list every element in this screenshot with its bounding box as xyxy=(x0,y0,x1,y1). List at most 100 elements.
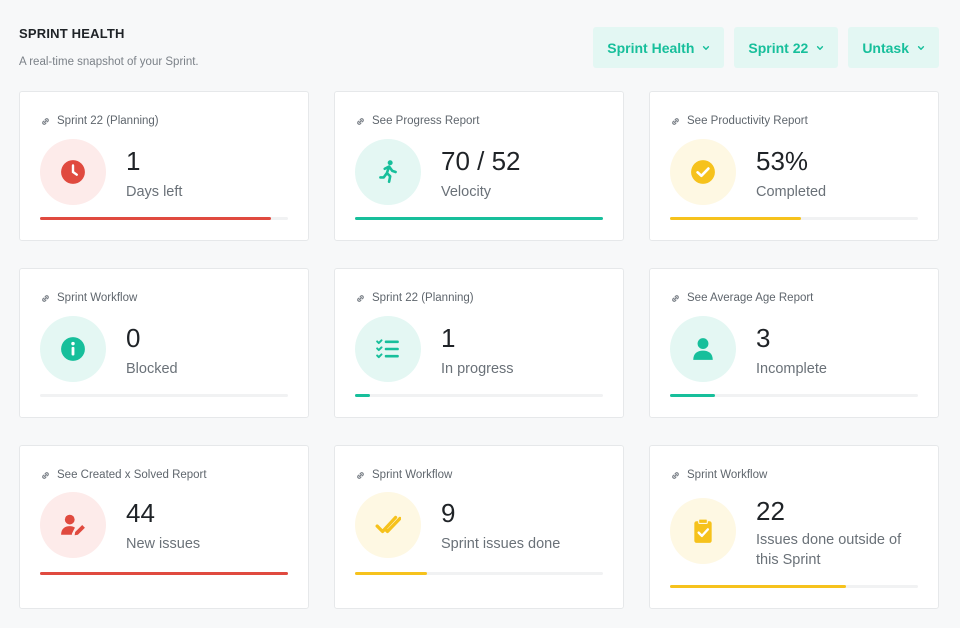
card-link[interactable]: Sprint Workflow xyxy=(355,469,452,481)
chevron-down-icon xyxy=(817,45,824,50)
check-circle-icon xyxy=(691,160,715,184)
card-link[interactable]: See Productivity Report xyxy=(670,115,808,127)
metric-card-velocity: See Progress Report 70 / 52 Velocity xyxy=(334,91,624,241)
card-link-label: Sprint Workflow xyxy=(372,469,453,481)
link-icon xyxy=(42,294,49,302)
progress-bar xyxy=(40,394,288,397)
page-title: SPRINT HEALTH xyxy=(19,26,125,41)
metric-value: 44 xyxy=(126,498,155,528)
progress-bar xyxy=(355,572,603,575)
card-link[interactable]: Sprint Workflow xyxy=(40,292,137,304)
card-link[interactable]: Sprint 22 (Planning) xyxy=(355,292,474,304)
card-link[interactable]: See Average Age Report xyxy=(670,292,813,304)
dashboard-dropdown-label: Sprint Health xyxy=(607,39,695,56)
link-icon xyxy=(357,294,364,302)
metric-label: Velocity xyxy=(441,184,491,200)
progress-bar xyxy=(355,394,603,397)
task-dropdown[interactable]: Untask xyxy=(848,27,939,68)
check-circle-icon-badge xyxy=(670,139,736,205)
link-icon xyxy=(672,294,679,302)
metric-card-blocked: Sprint Workflow 0 Blocked xyxy=(19,268,309,418)
clipboard-check-icon xyxy=(694,518,712,543)
card-link[interactable]: See Progress Report xyxy=(355,115,479,127)
clock-icon xyxy=(61,160,85,184)
page-subtitle: A real-time snapshot of your Sprint. xyxy=(19,56,199,68)
metric-label: In progress xyxy=(441,361,514,377)
card-link-label: Sprint Workflow xyxy=(687,469,768,481)
progress-fill xyxy=(355,217,603,220)
running-icon-badge xyxy=(355,139,421,205)
link-icon xyxy=(42,471,49,479)
clock-icon-badge xyxy=(40,139,106,205)
link-icon xyxy=(42,117,49,125)
card-link-label: Sprint 22 (Planning) xyxy=(372,292,474,304)
info-icon-badge xyxy=(40,316,106,382)
card-link-label: See Productivity Report xyxy=(687,115,808,127)
metric-card-in-progress: Sprint 22 (Planning) 1 In progress xyxy=(334,268,624,418)
metric-card-new-issues: See Created x Solved Report 44 New issue… xyxy=(19,445,309,609)
sprint-dropdown[interactable]: Sprint 22 xyxy=(734,27,839,68)
running-icon xyxy=(379,160,397,184)
progress-bar xyxy=(670,585,918,588)
progress-fill xyxy=(40,217,271,220)
link-icon xyxy=(672,117,679,125)
card-link[interactable]: Sprint 22 (Planning) xyxy=(40,115,159,127)
metric-card-issues-outside-sprint: Sprint Workflow 22 Issues done outside o… xyxy=(649,445,939,609)
clipboard-check-icon-badge xyxy=(670,498,736,564)
list-check-icon xyxy=(376,339,399,359)
metric-card-sprint-issues-done: Sprint Workflow 9 Sprint issues done xyxy=(334,445,624,609)
metric-label: Blocked xyxy=(126,361,178,377)
metrics-grid: Sprint 22 (Planning) 1 Days left See Pro… xyxy=(19,91,940,609)
task-dropdown-label: Untask xyxy=(862,39,909,56)
progress-bar xyxy=(670,394,918,397)
user-icon xyxy=(693,338,713,360)
link-icon xyxy=(357,471,364,479)
card-link-label: See Created x Solved Report xyxy=(57,469,207,481)
chevron-down-icon xyxy=(703,45,710,50)
metric-value: 1 xyxy=(441,323,456,353)
double-check-icon xyxy=(375,515,401,534)
progress-fill xyxy=(670,585,847,588)
card-link[interactable]: See Created x Solved Report xyxy=(40,469,207,481)
progress-bar xyxy=(670,217,918,220)
progress-fill xyxy=(355,572,427,575)
metric-value: 70 / 52 xyxy=(441,146,521,176)
metric-value: 1 xyxy=(126,146,141,176)
card-link-label: See Average Age Report xyxy=(687,292,814,304)
double-check-icon-badge xyxy=(355,492,421,558)
metric-card-days-left: Sprint 22 (Planning) 1 Days left xyxy=(19,91,309,241)
sprint-dropdown-label: Sprint 22 xyxy=(748,39,809,56)
user-edit-icon-badge xyxy=(40,492,106,558)
progress-bar xyxy=(40,572,288,575)
progress-fill xyxy=(355,394,370,397)
info-icon xyxy=(61,337,85,361)
metric-label: Incomplete xyxy=(756,361,827,377)
user-icon-badge xyxy=(670,316,736,382)
link-icon xyxy=(357,117,364,125)
metric-value: 9 xyxy=(441,498,456,528)
metric-label: Completed xyxy=(756,184,827,200)
metric-value: 53% xyxy=(756,146,809,176)
metric-label: New issues xyxy=(126,536,201,552)
metric-label: Issues done outside of this Sprint xyxy=(756,532,902,568)
metric-value: 0 xyxy=(126,323,141,353)
metric-value: 22 xyxy=(756,496,785,526)
card-link-label: See Progress Report xyxy=(372,115,480,127)
dashboard-dropdown[interactable]: Sprint Health xyxy=(593,27,725,68)
card-link-label: Sprint Workflow xyxy=(57,292,138,304)
card-link[interactable]: Sprint Workflow xyxy=(670,469,767,481)
progress-bar xyxy=(40,217,288,220)
metric-label: Days left xyxy=(126,184,183,200)
filter-bar: Sprint Health Sprint 22 Untask xyxy=(593,27,939,68)
card-link-label: Sprint 22 (Planning) xyxy=(57,115,159,127)
list-check-icon-badge xyxy=(355,316,421,382)
user-edit-icon xyxy=(61,514,85,536)
progress-fill xyxy=(670,217,802,220)
metric-label: Sprint issues done xyxy=(441,536,561,552)
progress-fill xyxy=(670,394,715,397)
progress-fill xyxy=(40,572,288,575)
progress-bar xyxy=(355,217,603,220)
metric-card-completed: See Productivity Report 53% Completed xyxy=(649,91,939,241)
page-header: SPRINT HEALTH A real-time snapshot of yo… xyxy=(19,26,199,68)
metric-value: 3 xyxy=(756,323,771,353)
